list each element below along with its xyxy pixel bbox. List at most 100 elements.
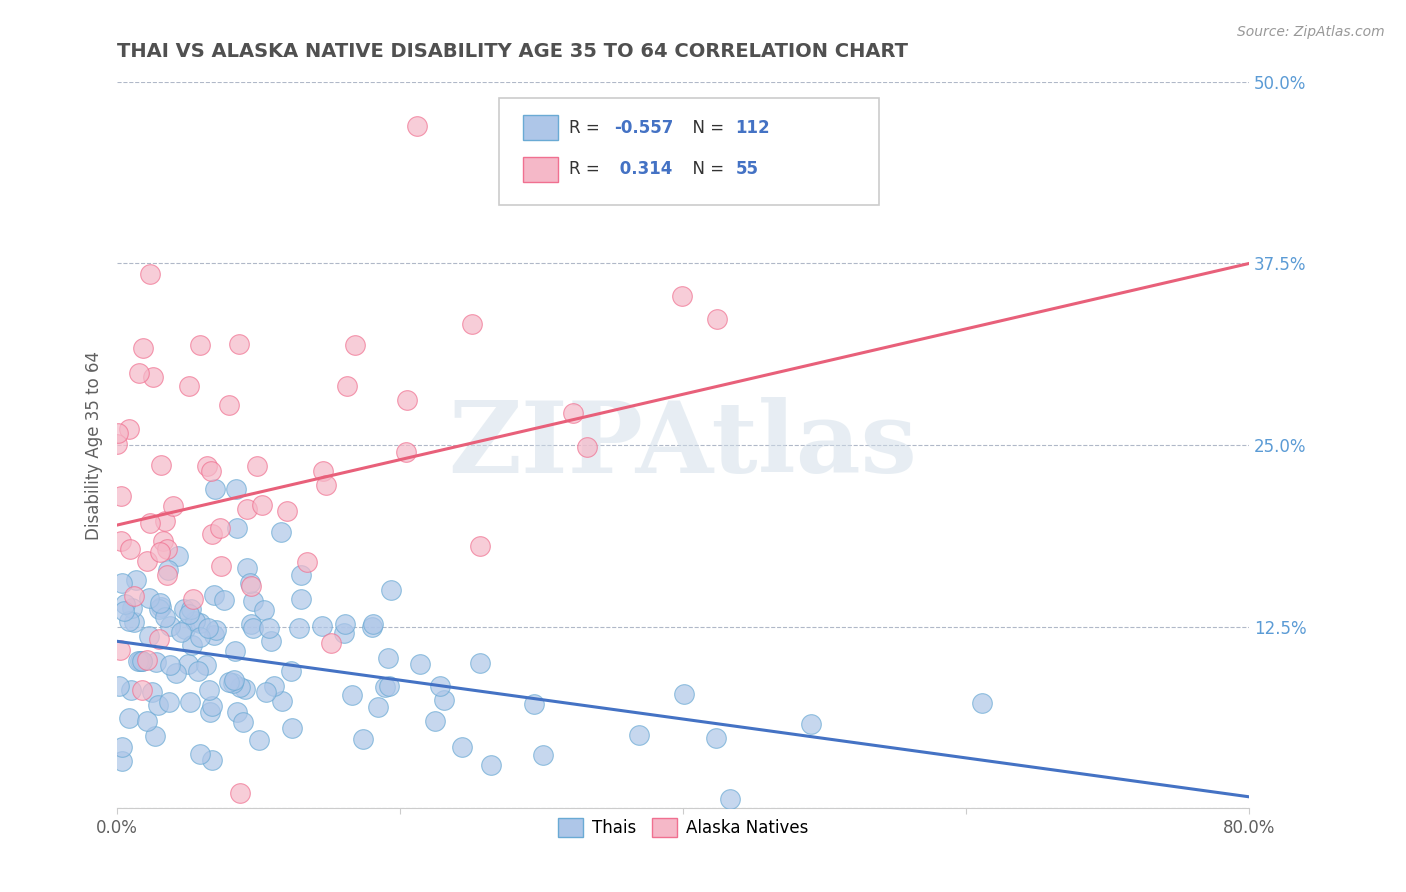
- Point: [135, 554, 157, 568]
- Point: [290, 591, 312, 606]
- Point: [321, 635, 343, 649]
- Point: [173, 601, 195, 615]
- Point: [260, 634, 283, 648]
- Point: [138, 591, 160, 605]
- Point: [367, 700, 389, 714]
- Point: [295, 555, 318, 569]
- Point: [218, 675, 240, 690]
- Point: [135, 652, 157, 666]
- Point: [236, 561, 259, 575]
- Point: [281, 721, 304, 735]
- Point: [110, 643, 132, 657]
- Point: [576, 440, 599, 454]
- Point: [121, 600, 143, 615]
- Point: [118, 422, 141, 436]
- Point: [179, 607, 201, 621]
- Point: [162, 499, 184, 513]
- Point: [333, 616, 356, 631]
- Point: [315, 478, 337, 492]
- Point: [468, 656, 491, 670]
- Point: [800, 717, 823, 731]
- Point: [107, 437, 129, 451]
- Point: [125, 573, 148, 587]
- Point: [247, 732, 270, 747]
- Point: [361, 616, 384, 631]
- Point: [108, 679, 131, 693]
- Point: [141, 685, 163, 699]
- Point: [671, 288, 693, 302]
- Point: [132, 341, 155, 355]
- Point: [718, 792, 741, 806]
- Point: [179, 695, 201, 709]
- Point: [181, 638, 204, 652]
- Point: [111, 754, 134, 768]
- Point: [425, 714, 447, 728]
- Point: [970, 696, 993, 710]
- Point: [311, 619, 333, 633]
- Point: [225, 705, 247, 719]
- Point: [118, 615, 141, 629]
- Text: R =: R =: [569, 119, 606, 136]
- Point: [131, 654, 153, 668]
- Text: R =: R =: [569, 161, 606, 178]
- Point: [395, 392, 418, 407]
- Point: [433, 693, 456, 707]
- Point: [336, 379, 359, 393]
- Point: [204, 588, 226, 602]
- Point: [205, 623, 228, 637]
- Point: [131, 654, 153, 668]
- Text: 112: 112: [735, 119, 770, 136]
- Point: [360, 620, 382, 634]
- Point: [148, 602, 170, 616]
- Point: [190, 631, 212, 645]
- Point: [197, 682, 219, 697]
- Point: [156, 567, 179, 582]
- Text: THAI VS ALASKA NATIVE DISABILITY AGE 35 TO 64 CORRELATION CHART: THAI VS ALASKA NATIVE DISABILITY AGE 35 …: [117, 42, 908, 61]
- Point: [197, 621, 219, 635]
- Y-axis label: Disability Age 35 to 64: Disability Age 35 to 64: [86, 351, 103, 540]
- Point: [129, 654, 152, 668]
- Point: [204, 482, 226, 496]
- Point: [118, 711, 141, 725]
- Point: [136, 714, 159, 728]
- Point: [378, 679, 401, 693]
- Point: [222, 676, 245, 690]
- Point: [201, 527, 224, 541]
- Point: [380, 583, 402, 598]
- Point: [148, 596, 170, 610]
- Point: [110, 534, 132, 549]
- Point: [232, 715, 254, 730]
- Point: [138, 516, 160, 530]
- Point: [148, 698, 170, 712]
- Point: [377, 651, 399, 665]
- Point: [198, 705, 221, 719]
- Point: [343, 338, 366, 352]
- Text: ZIPAtlas: ZIPAtlas: [449, 397, 918, 493]
- Point: [208, 521, 231, 535]
- Point: [149, 458, 172, 473]
- Point: [240, 579, 263, 593]
- Point: [157, 695, 180, 709]
- Point: [451, 740, 474, 755]
- Point: [114, 597, 136, 611]
- Point: [429, 679, 451, 693]
- Point: [333, 626, 356, 640]
- Point: [250, 499, 273, 513]
- Point: [110, 576, 132, 591]
- Point: [236, 502, 259, 516]
- Text: N =: N =: [682, 161, 730, 178]
- Point: [311, 464, 333, 478]
- Point: [229, 786, 252, 800]
- Point: [166, 549, 188, 564]
- Point: [139, 267, 162, 281]
- Point: [209, 558, 232, 573]
- Point: [228, 680, 250, 694]
- Point: [145, 655, 167, 669]
- Point: [409, 657, 432, 672]
- Point: [290, 567, 312, 582]
- Point: [120, 683, 142, 698]
- Point: [187, 664, 209, 678]
- Point: [188, 747, 211, 761]
- Point: [194, 658, 217, 673]
- Point: [706, 312, 728, 326]
